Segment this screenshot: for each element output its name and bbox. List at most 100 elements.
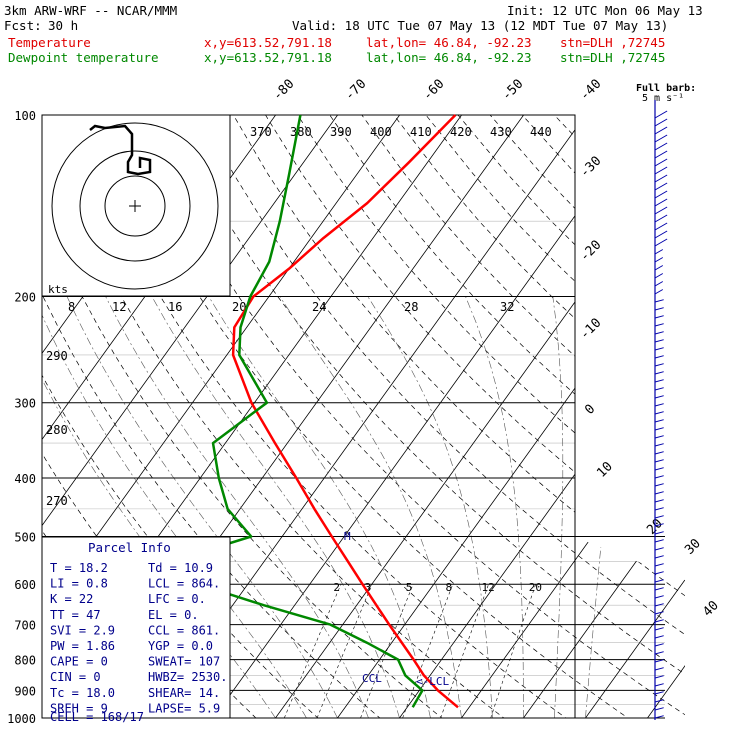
dry-adiabat [361, 115, 685, 718]
wind-barb [654, 627, 664, 631]
wind-barb [654, 387, 664, 391]
parcel-info-left: CIN = 0 [50, 670, 101, 684]
parcel-info-right: CCL = 861. [148, 623, 220, 637]
wind-barb [654, 707, 664, 711]
dry-adiabat [233, 115, 685, 718]
mixing-ratio-label: 5 [406, 581, 413, 594]
temp-legend-label: Temperature [8, 35, 91, 50]
m-marker: M [344, 530, 351, 543]
wind-barb [654, 675, 664, 679]
dry-adiabat [42, 115, 522, 718]
parcel-info-left: TT = 47 [50, 608, 101, 622]
ccl-marker: CCL [362, 672, 382, 685]
theta-side-label-280: 280 [46, 423, 68, 437]
parcel-info-left: T = 18.2 [50, 561, 108, 575]
wind-barb [654, 323, 664, 327]
temp-legend-xy: x,y=613.52,791.18 [204, 35, 332, 50]
wind-barb [654, 126, 668, 135]
moist-adiabat [585, 296, 622, 718]
parcel-info-left: LI = 0.8 [50, 577, 108, 591]
isotherm-line [389, 115, 685, 718]
wind-barb [654, 134, 668, 143]
isotherm-line [42, 115, 358, 718]
wind-barb [654, 289, 664, 295]
wind-barb [654, 190, 668, 199]
wind-barb [654, 249, 664, 255]
dew-legend-stn: stn=DLH ,72745 [560, 50, 666, 65]
wind-barb [654, 563, 664, 567]
wind-barb [654, 539, 664, 543]
forecast-hour: 30 h [48, 18, 79, 33]
pressure-label-800: 800 [14, 654, 36, 668]
wind-barb [654, 443, 664, 447]
wind-barb [654, 158, 668, 167]
wind-barb [654, 411, 664, 415]
wind-barb [654, 507, 664, 511]
wind-barb [654, 715, 664, 719]
wind-barb [654, 683, 664, 687]
wind-barbs [654, 100, 668, 720]
parcel-info-right: LAPSE= 5.9 [148, 701, 220, 715]
model-title: 3km ARW-WRF -- NCAR/MMM [4, 3, 178, 18]
moist-adiabat [367, 296, 493, 718]
hodograph-speed-label-24: 24 [312, 300, 326, 314]
wind-barb [654, 299, 664, 303]
isotherm-label--10: -10 [577, 316, 604, 343]
wind-barb [654, 331, 664, 335]
wind-barb [654, 435, 664, 439]
dry-adiabat [104, 115, 647, 718]
parcel-info-left: PW = 1.86 [50, 639, 115, 653]
wind-barb [654, 611, 664, 615]
wind-barb [654, 371, 664, 375]
isotherm-line [637, 115, 685, 718]
isotherm-line [513, 115, 685, 718]
parcel-info-right: YGP = 0.0 [148, 639, 213, 653]
wind-barb [654, 547, 664, 551]
moist-adiabat [465, 296, 524, 718]
mixing-ratio-label: 3 [365, 581, 372, 594]
isotherm-label--80: -80 [270, 77, 297, 104]
wind-barb [654, 273, 664, 279]
parcel-info-left: CAPE = 0 [50, 655, 108, 669]
theta-side-label-290: 290 [46, 349, 68, 363]
dry-adiabat [136, 115, 685, 718]
wind-barb [654, 265, 664, 271]
wind-barb [654, 363, 664, 367]
dry-adiabat [489, 115, 685, 718]
mixing-ratio-label: 12 [481, 581, 494, 594]
theta-label-420: 420 [450, 125, 472, 139]
wind-barb [654, 379, 664, 383]
dry-adiabat [521, 115, 685, 718]
theta-label-400: 400 [370, 125, 392, 139]
wind-barb [654, 531, 664, 535]
wind-barb [654, 659, 664, 663]
hodograph-ring [104, 175, 166, 237]
wind-barb [654, 182, 668, 191]
wind-barb [654, 587, 664, 591]
wind-barb [654, 459, 664, 463]
hodograph-speed-label-32: 32 [500, 300, 514, 314]
mixing-ratio-line [284, 584, 342, 718]
valid-time: Valid: 18 UTC Tue 07 May 13 (12 MDT Tue … [292, 18, 669, 33]
parcel-info-frame [41, 536, 231, 719]
theta-label-380: 380 [290, 125, 312, 139]
isotherm-line [42, 115, 420, 718]
pressure-label-400: 400 [14, 472, 36, 486]
full-barb-label: Full barb: [636, 83, 697, 94]
wind-barb [654, 555, 664, 559]
dry-adiabat [72, 115, 584, 718]
parcel-info-left: SREH = 9 [50, 701, 108, 715]
wind-barb [654, 667, 664, 671]
pressure-label-600: 600 [14, 578, 36, 592]
moist-adiabat [66, 296, 338, 718]
wind-barb [654, 118, 668, 127]
wind-barb [654, 403, 664, 407]
wind-barb [654, 230, 668, 239]
isotherm-line [265, 115, 685, 718]
wind-barb [654, 339, 664, 343]
isotherm-label--60: -60 [420, 77, 447, 104]
parcel-info-left: Tc = 18.0 [50, 686, 115, 700]
parcel-info-cell: CELL = 168/17 [50, 710, 144, 724]
forecast-label: Fcst: [4, 18, 42, 33]
pressure-label-700: 700 [14, 619, 36, 633]
